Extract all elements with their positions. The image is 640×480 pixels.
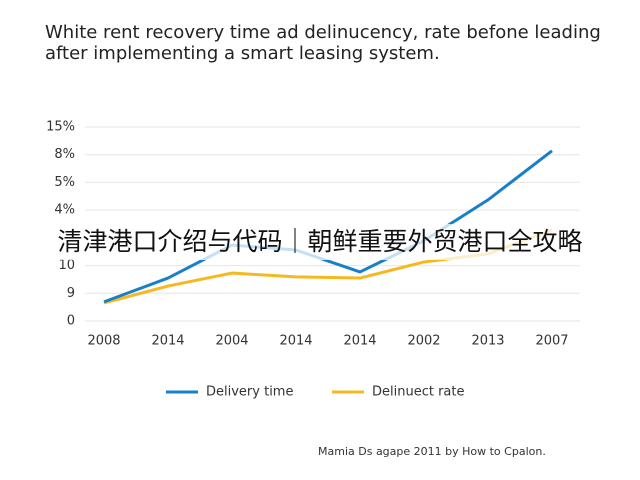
y-tick-label: 9 — [67, 286, 75, 301]
y-tick-label: 5% — [54, 175, 75, 190]
series-line — [103, 149, 553, 304]
x-tick-label: 2004 — [215, 334, 248, 349]
x-tick-label: 2014 — [343, 334, 376, 349]
x-tick-label: 2014 — [151, 334, 184, 349]
legend-label: Delinuect rate — [372, 385, 465, 400]
x-tick-label: 2007 — [535, 334, 568, 349]
y-tick-label: 8% — [54, 147, 75, 162]
x-tick-label: 2002 — [407, 334, 440, 349]
x-tick-label: 2008 — [87, 334, 120, 349]
watermark: 清津港口介绍与代码｜朝鲜重要外贸港口全攻略 — [0, 224, 640, 260]
y-tick-label: 15% — [46, 120, 75, 135]
y-tick-label: 4% — [54, 203, 75, 218]
source-note: Mamia Ds agape 2011 by How to Cpalon. — [318, 445, 546, 458]
y-tick-label: 10 — [58, 258, 75, 273]
legend-label: Delivery time — [206, 385, 293, 400]
y-tick-label: 0 — [67, 314, 75, 329]
x-tick-label: 2013 — [471, 334, 504, 349]
chart-title: White rent recovery time ad delinucency,… — [45, 22, 601, 64]
x-tick-label: 2014 — [279, 334, 312, 349]
